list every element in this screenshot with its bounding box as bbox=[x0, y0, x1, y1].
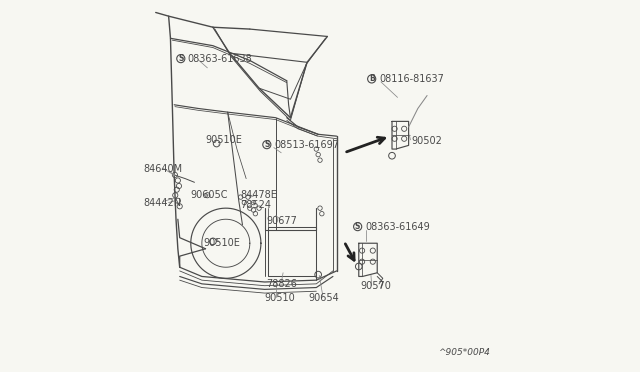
Text: S: S bbox=[264, 140, 269, 149]
Text: 90510E: 90510E bbox=[205, 135, 243, 145]
Text: 84442N: 84442N bbox=[143, 198, 182, 208]
Text: 84478E: 84478E bbox=[241, 190, 278, 200]
Text: ^905*00P4: ^905*00P4 bbox=[438, 349, 490, 357]
Text: 90654: 90654 bbox=[308, 292, 339, 302]
Text: 08363-61638: 08363-61638 bbox=[188, 54, 253, 64]
Text: 78524: 78524 bbox=[241, 200, 271, 210]
Text: S: S bbox=[355, 222, 360, 231]
Text: 90570: 90570 bbox=[360, 282, 392, 291]
Text: 08116-81637: 08116-81637 bbox=[379, 74, 444, 84]
Text: S: S bbox=[178, 54, 184, 63]
Text: 08363-61649: 08363-61649 bbox=[365, 222, 430, 232]
Text: 90510E: 90510E bbox=[204, 238, 241, 248]
Text: 84640M: 84640M bbox=[143, 164, 182, 174]
Text: 78826: 78826 bbox=[266, 279, 298, 289]
Text: 08513-61697: 08513-61697 bbox=[275, 140, 340, 150]
Text: 90502: 90502 bbox=[412, 136, 442, 146]
Text: B: B bbox=[369, 74, 374, 83]
Text: 90510: 90510 bbox=[264, 292, 296, 302]
Text: 90677: 90677 bbox=[266, 216, 298, 226]
Text: 90605C: 90605C bbox=[191, 190, 228, 200]
